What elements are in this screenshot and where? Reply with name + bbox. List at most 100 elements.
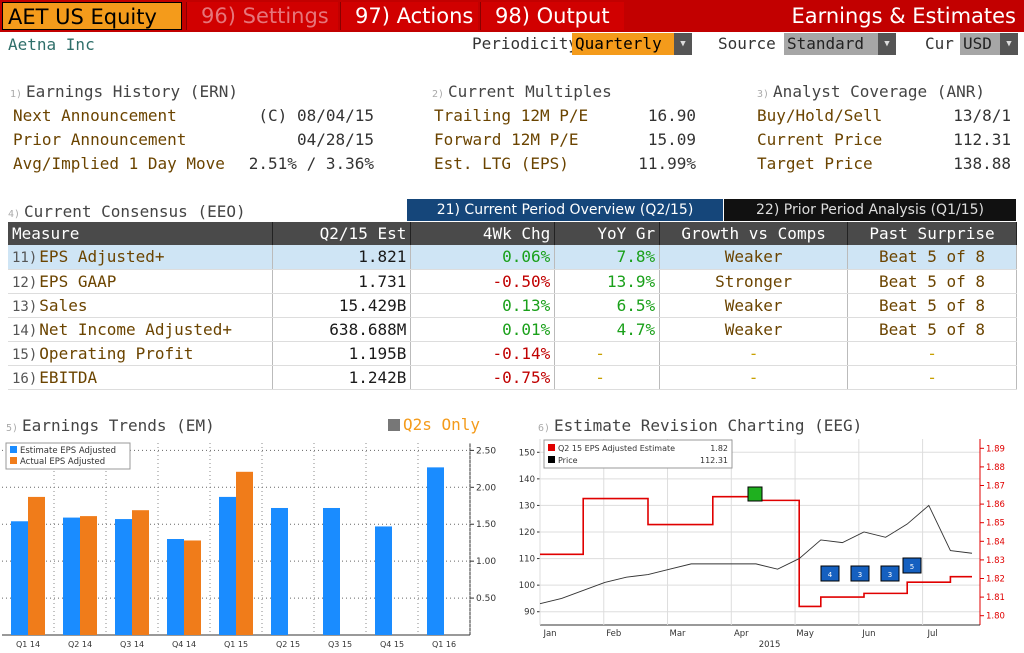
table-row[interactable]: 15) Operating Profit 1.195B -0.14% - - - bbox=[8, 341, 1017, 366]
bar-estimate bbox=[115, 519, 132, 635]
growth-vs-comps-cell: - bbox=[659, 341, 849, 366]
col-header-yoy-gr[interactable]: YoY Gr bbox=[554, 222, 661, 245]
right-tick-label: 1.85 bbox=[986, 519, 1005, 529]
output-menu[interactable]: 98) Output ▼ bbox=[480, 2, 624, 51]
legend-swatch-actual bbox=[10, 457, 17, 464]
settings-menu[interactable]: 96) Settings bbox=[186, 2, 338, 30]
consensus-title[interactable]: 4) Current Consensus (EEO) bbox=[8, 202, 246, 221]
past-surprise-cell: Beat 5 of 8 bbox=[847, 293, 1017, 318]
x-tick-label: Q1 15 bbox=[224, 640, 248, 649]
left-tick-label: 110 bbox=[519, 555, 535, 565]
past-surprise-cell: Beat 5 of 8 bbox=[847, 269, 1017, 294]
legend-swatch-price bbox=[548, 456, 555, 463]
bar-estimate bbox=[11, 521, 28, 635]
bar-actual bbox=[28, 496, 45, 635]
legend-label-estimate: Estimate EPS Adjusted bbox=[20, 446, 116, 456]
measure-cell[interactable]: 16) EBITDA bbox=[8, 365, 274, 390]
col-header-growth-vs-comps[interactable]: Growth vs Comps bbox=[659, 222, 849, 245]
actions-menu[interactable]: 97) Actions ▼ bbox=[340, 2, 478, 51]
x-tick-label: Jul bbox=[926, 629, 937, 639]
section-number: 4) bbox=[8, 209, 21, 220]
analyst-coverage-title[interactable]: 3) Analyst Coverage (ANR) bbox=[757, 82, 985, 101]
tab-current-period[interactable]: 21) Current Period Overview (Q2/15) bbox=[407, 199, 723, 221]
event-marker-label: 3 bbox=[858, 571, 862, 579]
yoy-growth-cell: 4.7% bbox=[554, 317, 661, 342]
col-header-4wk-chg[interactable]: 4Wk Chg bbox=[410, 222, 556, 245]
4wk-change-cell: 0.01% bbox=[410, 317, 556, 342]
currency-label: Cur bbox=[925, 34, 954, 53]
table-row[interactable]: 14) Net Income Adjusted+ 638.688M 0.01% 4.7%… bbox=[8, 317, 1017, 342]
measure-cell[interactable]: 11) EPS Adjusted+ bbox=[8, 245, 274, 270]
x-tick-label: Jan bbox=[542, 629, 556, 639]
estimate-revision-title[interactable]: 6) Estimate Revision Charting (EEG) bbox=[538, 416, 862, 435]
currency-dropdown[interactable]: USD ▼ bbox=[960, 33, 1018, 55]
event-marker bbox=[850, 565, 870, 582]
q2s-only-toggle[interactable]: Q2s Only bbox=[388, 415, 480, 434]
measure-cell[interactable]: 14) Net Income Adjusted+ bbox=[8, 317, 274, 342]
table-row[interactable]: 16) EBITDA 1.242B -0.75% - - - bbox=[8, 365, 1017, 390]
current-price-value: 112.31 bbox=[953, 130, 1011, 149]
4wk-change-cell: 0.13% bbox=[410, 293, 556, 318]
avg-move-value: 2.51% / 3.36% bbox=[248, 154, 374, 173]
settings-menu-label: Settings bbox=[242, 4, 329, 28]
est-ltg-value: 11.99% bbox=[638, 154, 696, 173]
table-row[interactable]: 12) EPS GAAP 1.731 -0.50% 13.9% Stronger Beat … bbox=[8, 269, 1017, 294]
section-number: 5) bbox=[6, 423, 19, 434]
earnings-trends-title[interactable]: 5) Earnings Trends (EM) bbox=[6, 416, 215, 435]
col-header-measure[interactable]: Measure bbox=[8, 222, 274, 245]
output-menu-number: 98) bbox=[495, 4, 530, 28]
consensus-table: Measure Q2/15 Est 4Wk Chg YoY Gr Growth … bbox=[8, 222, 1017, 390]
bar-actual bbox=[80, 516, 97, 635]
tab-prior-period[interactable]: 22) Prior Period Analysis (Q1/15) bbox=[724, 199, 1016, 221]
col-header-past-surprise[interactable]: Past Surprise bbox=[847, 222, 1017, 245]
estimate-revision-chart: 90 100 110 120 130 140 150 1.80 1.81 1.82 1.83 1.84… bbox=[519, 439, 1005, 650]
legend-label-actual: Actual EPS Adjusted bbox=[20, 457, 105, 467]
periodicity-dropdown[interactable]: Quarterly ▼ bbox=[572, 33, 692, 55]
currency-value: USD bbox=[963, 34, 992, 53]
right-tick-label: 1.86 bbox=[986, 500, 1005, 510]
right-tick-label: 1.84 bbox=[986, 537, 1005, 547]
right-tick-label: 1.82 bbox=[986, 575, 1005, 585]
left-tick-label: 120 bbox=[519, 528, 535, 538]
y-tick-label: 0.50 bbox=[476, 594, 496, 604]
event-marker bbox=[820, 565, 840, 582]
yoy-growth-cell: 13.9% bbox=[554, 269, 661, 294]
row-number: 16) bbox=[12, 370, 38, 387]
4wk-change-cell: 0.06% bbox=[410, 245, 556, 270]
estimate-cell: 1.242B bbox=[272, 365, 412, 390]
periodicity-value: Quarterly bbox=[575, 34, 662, 53]
dropdown-arrow-icon: ▼ bbox=[674, 33, 692, 55]
output-menu-label: Output bbox=[536, 4, 610, 28]
x-year-label: 2015 bbox=[759, 640, 781, 650]
section-number: 2) bbox=[432, 89, 445, 100]
bar-estimate bbox=[323, 507, 340, 635]
source-dropdown[interactable]: Standard ▼ bbox=[784, 33, 896, 55]
earnings-history-title[interactable]: 1) Earnings History (ERN) bbox=[10, 82, 238, 101]
section-title-text: Analyst Coverage (ANR) bbox=[773, 82, 985, 101]
x-tick-label: Feb bbox=[606, 629, 621, 639]
ticker-field[interactable]: AET US Equity bbox=[2, 2, 182, 30]
forward-pe-label: Forward 12M P/E bbox=[434, 130, 579, 149]
legend-value-estimate: 1.82 bbox=[710, 444, 728, 453]
measure-cell[interactable]: 13) Sales bbox=[8, 293, 274, 318]
bar-actual bbox=[132, 510, 149, 635]
col-header-est[interactable]: Q2/15 Est bbox=[272, 222, 412, 245]
checkbox-icon bbox=[388, 419, 400, 431]
4wk-change-cell: -0.50% bbox=[410, 269, 556, 294]
x-tick-label: Q3 15 bbox=[328, 640, 352, 649]
yoy-growth-cell: 7.8% bbox=[554, 245, 661, 270]
table-row[interactable]: 13) Sales 15.429B 0.13% 6.5% Weaker Beat 5 of … bbox=[8, 293, 1017, 318]
estimate-cell: 638.688M bbox=[272, 317, 412, 342]
current-multiples-title: 2) Current Multiples bbox=[432, 82, 612, 101]
measure-cell[interactable]: 15) Operating Profit bbox=[8, 341, 274, 366]
growth-vs-comps-cell: Weaker bbox=[659, 317, 849, 342]
bar-estimate bbox=[63, 517, 80, 635]
estimate-cell: 1.821 bbox=[272, 245, 412, 270]
x-tick-label: Q1 14 bbox=[16, 640, 40, 649]
measure-cell[interactable]: 12) EPS GAAP bbox=[8, 269, 274, 294]
row-number: 15) bbox=[12, 346, 38, 363]
company-name: Aetna Inc bbox=[8, 35, 95, 54]
table-row[interactable]: 11) EPS Adjusted+ 1.821 0.06% 7.8% Weaker Beat… bbox=[8, 245, 1017, 270]
measure-name: Sales bbox=[39, 295, 88, 315]
legend-label-estimate: Q2 15 EPS Adjusted Estimate bbox=[558, 444, 675, 453]
